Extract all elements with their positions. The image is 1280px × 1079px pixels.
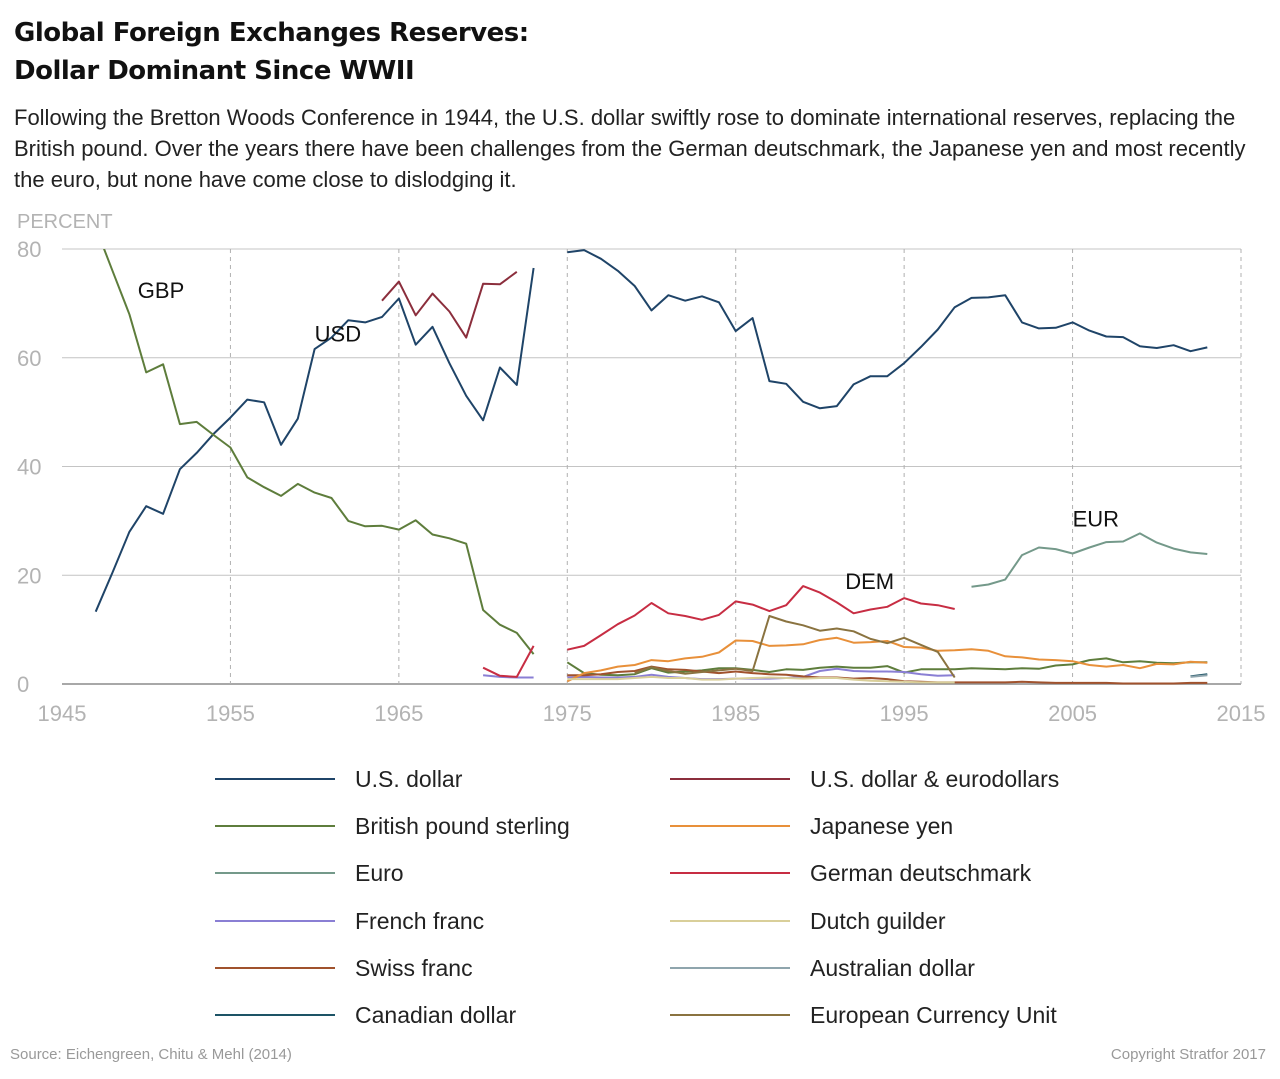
axis-layer: 0 20 40 60 80 1945 1955 1965 1975 1985 1995 2005 201… [17, 211, 1265, 726]
chart-subtitle: Following the Bretton Woods Conference i… [14, 105, 1246, 192]
x-tick-label: 1955 [206, 701, 255, 726]
y-tick-label: 20 [17, 563, 41, 588]
series-line-british-pound-sterling [103, 249, 535, 655]
series-line-german-deutschmark [482, 645, 535, 678]
y-tick-label: 80 [17, 237, 41, 262]
x-tick-label: 1965 [374, 701, 423, 726]
source-note: Source: Eichengreen, Chitu & Mehl (2014) [10, 1046, 292, 1063]
x-tick-label: 1995 [880, 701, 929, 726]
grid-layer [62, 248, 1242, 685]
series-line-australian-dollar [1190, 674, 1208, 678]
annotation-gbp: GBP [138, 278, 184, 303]
annotation-layer: GBP USD DEM EUR [138, 278, 1119, 594]
series-line-u-s-dollar [567, 249, 1208, 410]
y-tick-label: 40 [17, 455, 41, 480]
y-axis-label: PERCENT [17, 211, 113, 233]
series-line-german-deutschmark [567, 585, 955, 651]
series-line-u-s-dollar [94, 267, 535, 613]
x-tick-label: 2015 [1217, 701, 1266, 726]
series-line-u-s-dollar-eurodollars [381, 270, 518, 339]
series-line-european-currency-unit [634, 615, 956, 679]
y-tick-label: 60 [17, 346, 41, 371]
chart-title: Global Foreign Exchanges Reserves: Dolla… [14, 14, 529, 90]
x-tick-label: 1985 [711, 701, 760, 726]
copyright-note: Copyright Stratfor 2017 [1110, 1046, 1266, 1063]
y-tick-label: 0 [17, 672, 29, 697]
annotation-dem: DEM [845, 569, 894, 594]
annotation-eur: EUR [1073, 506, 1119, 531]
annotation-usd: USD [315, 321, 361, 346]
series-line-japanese-yen [566, 636, 1208, 683]
series-layer [94, 249, 1208, 685]
series-line-dutch-guilder [567, 675, 955, 684]
series-line-swiss-franc [567, 665, 1208, 685]
x-tick-label: 1975 [543, 701, 592, 726]
title-line-1: Global Foreign Exchanges Reserves: [14, 18, 529, 48]
x-tick-label: 1945 [38, 701, 87, 726]
x-tick-label: 2005 [1048, 701, 1097, 726]
title-line-2: Dollar Dominant Since WWII [14, 56, 415, 86]
series-line-euro [971, 532, 1208, 588]
